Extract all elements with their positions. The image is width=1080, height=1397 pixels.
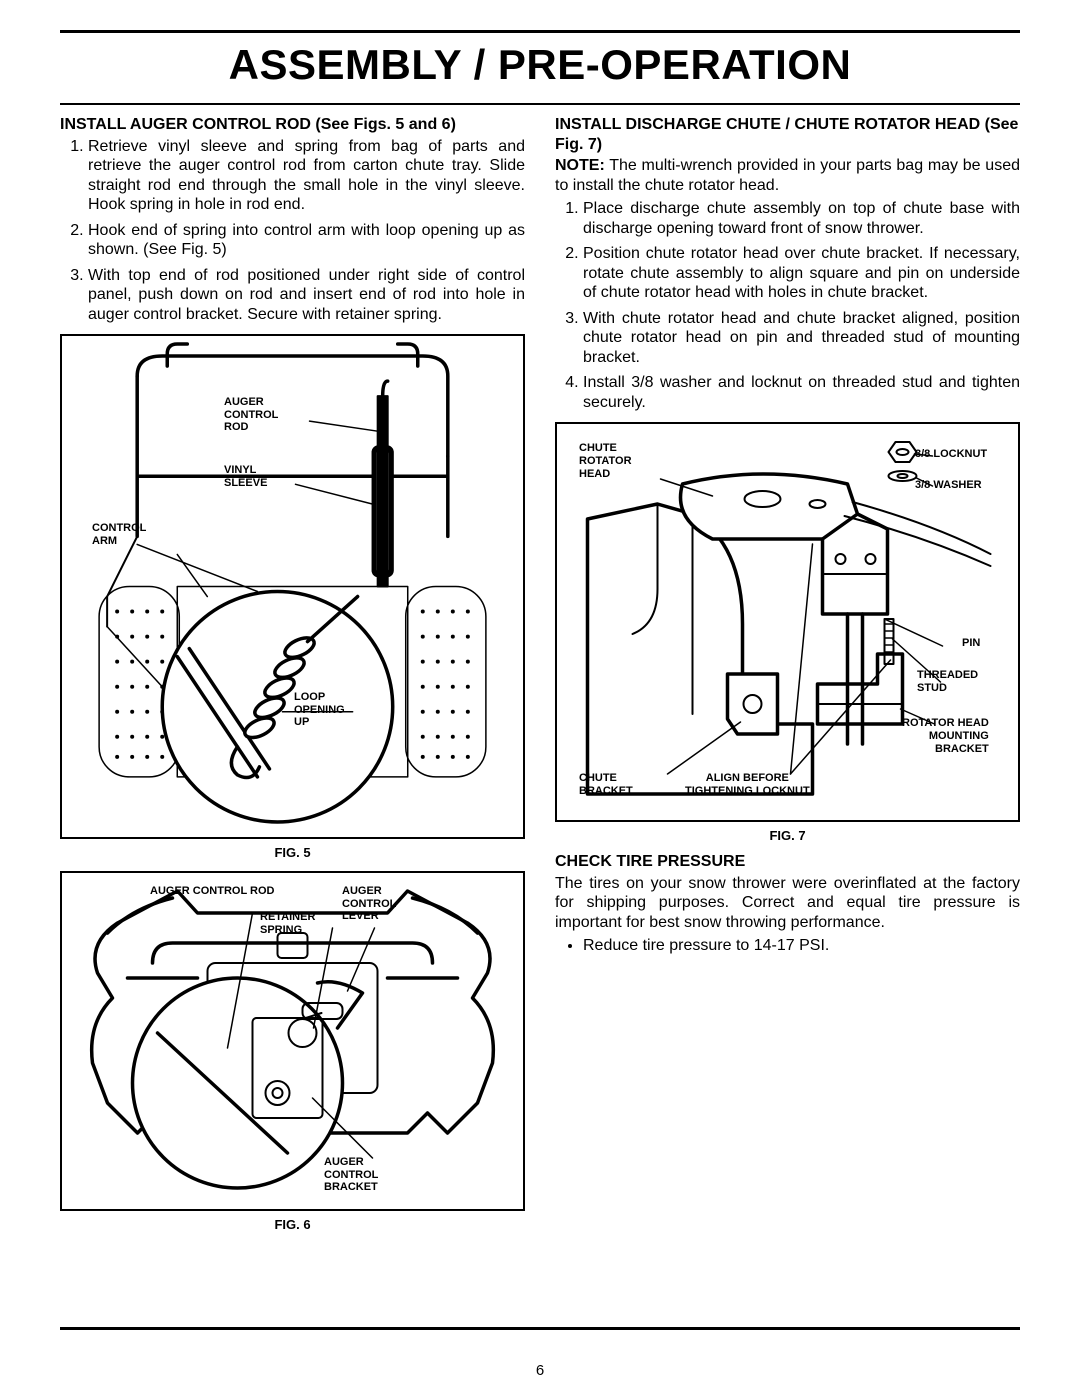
label-auger-control-lever: AUGER CONTROL LEVER [342,885,396,923]
figure-6-caption: FIG. 6 [60,1217,525,1233]
page-number: 6 [0,1362,1080,1379]
page-title: ASSEMBLY / PRE-OPERATION [60,41,1020,89]
label-auger-control-rod: AUGER CONTROL ROD [224,396,278,434]
figure-5-diagram [62,336,523,837]
heading-install-auger-rod: INSTALL AUGER CONTROL ROD (See Figs. 5 a… [60,115,525,135]
tire-pressure-bullets: Reduce tire pressure to 14-17 PSI. [555,936,1020,956]
label-rotator-head-mounting-bracket: ROTATOR HEAD MOUNTING BRACKET [902,717,989,755]
bullet-item: Reduce tire pressure to 14-17 PSI. [583,936,1020,956]
step-item: Position chute rotator head over chute b… [583,244,1020,303]
label-chute-bracket: CHUTE BRACKET [579,772,633,797]
title-rule [60,103,1020,105]
label-auger-control-bracket: AUGER CONTROL BRACKET [324,1156,378,1194]
label-control-arm: CONTROL ARM [92,522,146,547]
heading-check-tire-pressure: CHECK TIRE PRESSURE [555,852,1020,872]
figure-5-caption: FIG. 5 [60,845,525,861]
label-threaded-stud: THREADED STUD [917,669,978,694]
label-auger-control-rod-6: AUGER CONTROL ROD [150,885,274,898]
figure-5-box: AUGER CONTROL ROD VINYL SLEEVE CONTROL A… [60,334,525,839]
label-loop-opening-up: LOOP OPENING UP [294,691,345,729]
page-frame: ASSEMBLY / PRE-OPERATION INSTALL AUGER C… [60,30,1020,1330]
step-item: With chute rotator head and chute bracke… [583,309,1020,368]
label-vinyl-sleeve: VINYL SLEEVE [224,464,267,489]
left-column: INSTALL AUGER CONTROL ROD (See Figs. 5 a… [60,115,525,1241]
label-align-before: ALIGN BEFORE TIGHTENING LOCKNUT [685,772,810,797]
tire-pressure-text: The tires on your snow thrower were over… [555,874,1020,933]
step-item: Retrieve vinyl sleeve and spring from ba… [88,137,525,215]
label-pin: PIN [962,637,980,650]
figure-7-box: CHUTE ROTATOR HEAD 3/8 LOCKNUT 3/8 WASHE… [555,422,1020,822]
note-line: NOTE: The multi-wrench provided in your … [555,156,1020,195]
label-retainer-spring: RETAINER SPRING [260,911,315,936]
steps-install-chute: Place discharge chute assembly on top of… [555,199,1020,412]
label-locknut: 3/8 LOCKNUT [915,448,987,461]
steps-install-auger-rod: Retrieve vinyl sleeve and spring from ba… [60,137,525,325]
label-chute-rotator-head: CHUTE ROTATOR HEAD [579,442,632,480]
figure-6-box: AUGER CONTROL ROD AUGER CONTROL LEVER RE… [60,871,525,1211]
note-text: The multi-wrench provided in your parts … [555,157,1020,194]
step-item: Hook end of spring into control arm with… [88,221,525,260]
label-washer: 3/8 WASHER [915,479,982,492]
heading-install-chute: INSTALL DISCHARGE CHUTE / CHUTE ROTATOR … [555,115,1020,154]
step-item: Install 3/8 washer and locknut on thread… [583,373,1020,412]
note-label: NOTE: [555,157,605,174]
step-item: Place discharge chute assembly on top of… [583,199,1020,238]
right-column: INSTALL DISCHARGE CHUTE / CHUTE ROTATOR … [555,115,1020,1241]
two-column-layout: INSTALL AUGER CONTROL ROD (See Figs. 5 a… [60,115,1020,1241]
figure-7-caption: FIG. 7 [555,828,1020,844]
step-item: With top end of rod positioned under rig… [88,266,525,325]
